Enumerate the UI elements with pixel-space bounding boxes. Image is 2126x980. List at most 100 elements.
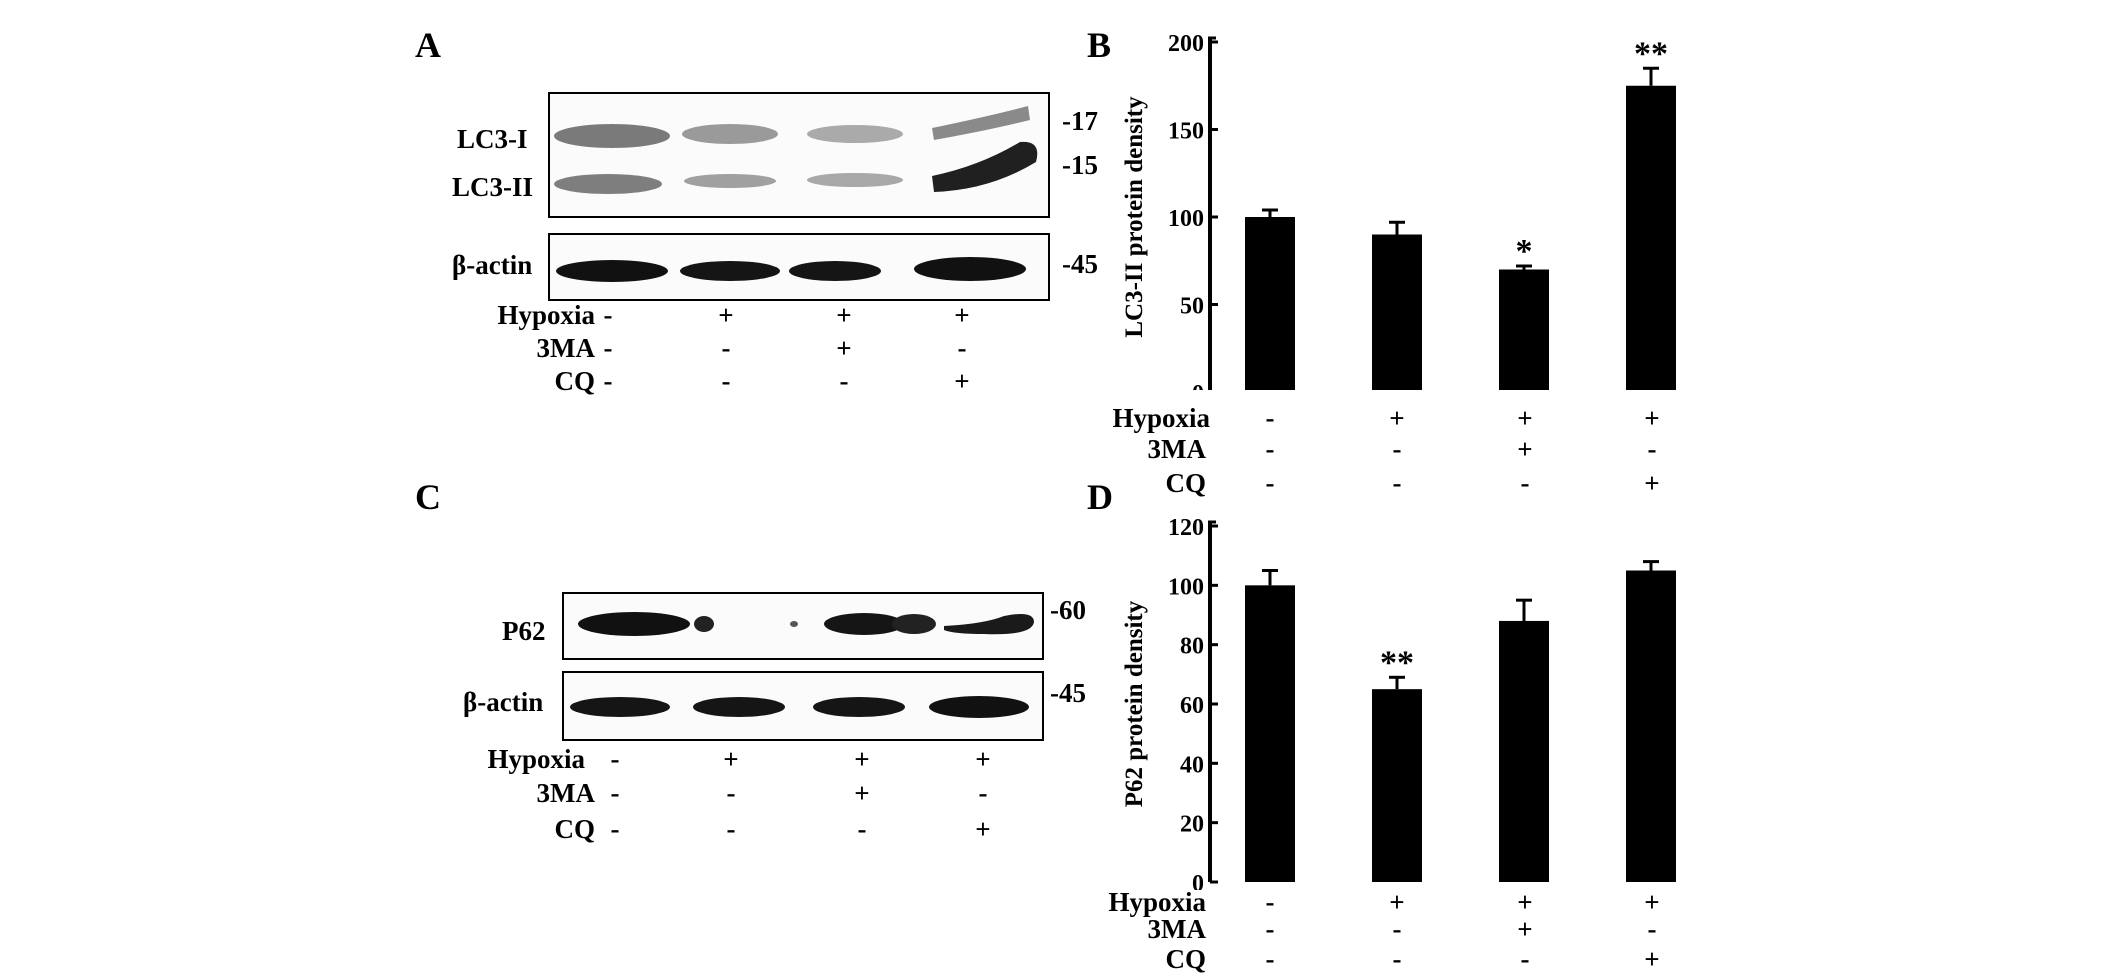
mw-45-a: -45 bbox=[1062, 249, 1098, 279]
mw-60: -60 bbox=[1050, 595, 1086, 625]
band-actin-c-2 bbox=[693, 697, 785, 717]
y-tick-label: 20 bbox=[1180, 812, 1204, 838]
y-tick-label: 60 bbox=[1180, 693, 1204, 719]
y-tick-label: 40 bbox=[1180, 752, 1204, 778]
cond-cq-c: CQ bbox=[554, 814, 596, 844]
significance-mark: ** bbox=[1634, 35, 1668, 72]
band-lc3i-1 bbox=[554, 124, 670, 148]
sign-d: - bbox=[1265, 944, 1275, 974]
sign-d: - bbox=[1265, 914, 1275, 944]
sign-b: + bbox=[1517, 403, 1533, 433]
sign-b: + bbox=[1517, 434, 1533, 464]
sign-c: + bbox=[975, 814, 991, 844]
sign-a: - bbox=[603, 333, 613, 363]
sign-c: - bbox=[610, 744, 620, 774]
band-lc3i-3 bbox=[807, 125, 903, 143]
band-lc3ii-4 bbox=[932, 141, 1038, 192]
significance-mark: ** bbox=[1380, 644, 1414, 681]
actin-blot-a bbox=[548, 233, 1050, 301]
sign-a: - bbox=[957, 333, 967, 363]
panel-letter-b: B bbox=[1087, 25, 1112, 65]
mw-17: -17 bbox=[1062, 106, 1098, 136]
bar bbox=[1372, 689, 1422, 882]
cond-cq-b: CQ bbox=[1165, 468, 1207, 498]
cond-hypoxia-a: Hypoxia bbox=[497, 300, 595, 330]
sign-d: + bbox=[1389, 887, 1405, 917]
bar bbox=[1245, 217, 1295, 390]
p62-bands bbox=[578, 612, 1034, 636]
band-p62-3a bbox=[824, 613, 904, 635]
bar bbox=[1626, 85, 1676, 390]
actin-bands-c bbox=[570, 696, 1029, 718]
sign-d: + bbox=[1644, 887, 1660, 917]
chart-d: 0 20 40 60 80 100 120 P62 protein density ** bbox=[1121, 515, 1676, 890]
band-p62-4 bbox=[944, 614, 1034, 635]
sign-d: - bbox=[1392, 944, 1402, 974]
label-lc3-ii: LC3-II bbox=[452, 172, 534, 202]
sign-d: + bbox=[1644, 944, 1660, 974]
sign-d: - bbox=[1520, 944, 1530, 974]
bar bbox=[1626, 570, 1676, 882]
sign-d: + bbox=[1517, 887, 1533, 917]
y-tick-label: 120 bbox=[1168, 515, 1204, 541]
sign-c: - bbox=[978, 778, 988, 808]
sign-c: - bbox=[857, 814, 867, 844]
cond-hypoxia-d: Hypoxia bbox=[1108, 887, 1206, 917]
sign-b: + bbox=[1644, 468, 1660, 498]
chart-b: 050100150200LC3-II protein density*** bbox=[1121, 31, 1676, 390]
band-actin-c-3 bbox=[813, 697, 905, 717]
sign-d: - bbox=[1265, 887, 1275, 917]
mw-45-c: -45 bbox=[1050, 678, 1086, 708]
significance-mark: * bbox=[1516, 233, 1533, 270]
sign-c: + bbox=[723, 744, 739, 774]
y-tick-label: 80 bbox=[1180, 634, 1204, 660]
y-tick-label: 0 bbox=[1192, 871, 1204, 890]
band-p62-1 bbox=[578, 612, 690, 636]
band-lc3i-4 bbox=[932, 106, 1030, 140]
cond-cq-d: CQ bbox=[1165, 944, 1207, 974]
sign-c: + bbox=[854, 744, 870, 774]
y-tick-label: 0 bbox=[1192, 381, 1204, 390]
y-tick-label: 200 bbox=[1168, 31, 1204, 57]
sign-a: - bbox=[603, 366, 613, 396]
mw-15: -15 bbox=[1062, 150, 1098, 180]
sign-a: - bbox=[603, 300, 613, 330]
cond-3ma-b: 3MA bbox=[1147, 434, 1206, 464]
band-actin-a-1 bbox=[556, 260, 668, 282]
band-actin-a-4 bbox=[914, 257, 1026, 281]
sign-b: - bbox=[1392, 434, 1402, 464]
bar bbox=[1499, 620, 1549, 882]
sign-b: - bbox=[1647, 434, 1657, 464]
sign-c: - bbox=[610, 778, 620, 808]
sign-c: + bbox=[854, 778, 870, 808]
y-tick-label: 150 bbox=[1168, 119, 1204, 145]
p62-blot bbox=[562, 592, 1044, 660]
lc3-blot bbox=[548, 92, 1050, 218]
sign-b: - bbox=[1265, 403, 1275, 433]
band-p62-speck bbox=[790, 621, 798, 627]
bar bbox=[1245, 585, 1295, 882]
sign-a: + bbox=[718, 300, 734, 330]
panel-letter-d: D bbox=[1087, 477, 1113, 517]
sign-b: + bbox=[1644, 403, 1660, 433]
sign-b: - bbox=[1265, 468, 1275, 498]
sign-a: - bbox=[839, 366, 849, 396]
label-lc3-i: LC3-I bbox=[457, 124, 528, 154]
band-lc3ii-3 bbox=[807, 173, 903, 187]
y-axis-label: LC3-II protein density bbox=[1121, 96, 1148, 338]
band-lc3ii-2 bbox=[684, 174, 776, 188]
panel-letter-a: A bbox=[415, 25, 441, 65]
cond-3ma-a: 3MA bbox=[536, 333, 595, 363]
cond-cq-a: CQ bbox=[554, 366, 596, 396]
sign-b: + bbox=[1389, 403, 1405, 433]
cond-3ma-d: 3MA bbox=[1147, 914, 1206, 944]
cond-hypoxia-c: Hypoxia bbox=[487, 744, 585, 774]
band-actin-c-4 bbox=[929, 696, 1029, 718]
sign-a: + bbox=[836, 300, 852, 330]
sign-b: - bbox=[1265, 434, 1275, 464]
sign-d: - bbox=[1647, 914, 1657, 944]
y-tick-label: 50 bbox=[1180, 294, 1204, 320]
actin-bands-a bbox=[556, 257, 1026, 282]
sign-a: + bbox=[954, 300, 970, 330]
sign-a: - bbox=[721, 333, 731, 363]
